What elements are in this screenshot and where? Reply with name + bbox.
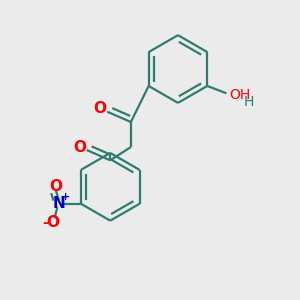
Text: O: O [93, 101, 106, 116]
Text: H: H [244, 95, 254, 109]
Text: OH: OH [230, 88, 250, 102]
Text: N: N [52, 196, 65, 211]
Text: -: - [43, 216, 49, 230]
Text: +: + [61, 192, 70, 202]
Text: O: O [73, 140, 86, 154]
Text: O: O [50, 178, 62, 194]
Text: O: O [46, 215, 59, 230]
